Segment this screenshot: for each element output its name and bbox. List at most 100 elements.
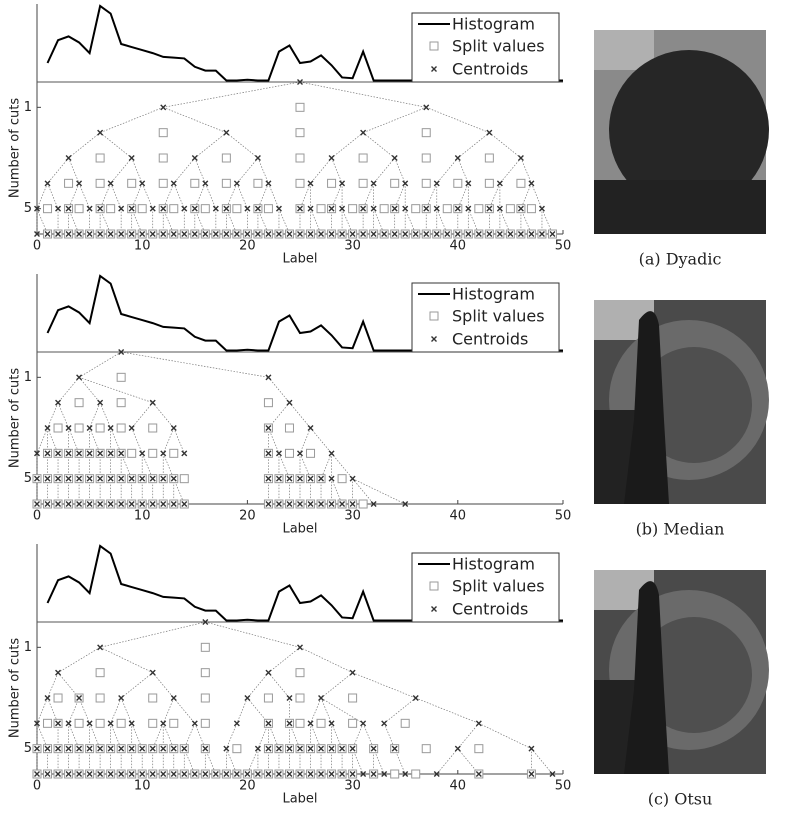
centroid (45, 181, 50, 186)
centroid (308, 426, 313, 431)
x-tick-label: 0 (33, 779, 41, 794)
split-value (359, 500, 367, 508)
split-value (96, 179, 104, 187)
split-value (485, 154, 493, 162)
split-value (475, 745, 483, 753)
centroid (171, 696, 176, 701)
split-value (296, 669, 304, 677)
split-value (170, 719, 178, 727)
centroid (276, 451, 281, 456)
split-value (65, 179, 73, 187)
y-tick-label: 1 (24, 640, 32, 655)
legend-label: Split values (452, 577, 545, 596)
split-value (349, 719, 357, 727)
centroid (298, 451, 303, 456)
centroid (98, 130, 103, 135)
centroid (276, 206, 281, 211)
centroid (308, 181, 313, 186)
centroid (150, 400, 155, 405)
centroid (340, 181, 345, 186)
centroid (340, 206, 345, 211)
split-value (159, 179, 167, 187)
figure: 0102030405015LabelNumber of cutsHistogra… (0, 0, 789, 815)
tree-edge (237, 698, 248, 723)
split-value (159, 154, 167, 162)
tree-edge (353, 673, 416, 698)
centroid (476, 721, 481, 726)
tree-edge (100, 622, 205, 647)
split-value (285, 424, 293, 432)
centroid (371, 206, 376, 211)
tree-edge (489, 133, 521, 158)
x-axis-label: Label (282, 252, 317, 267)
centroid (392, 156, 397, 161)
centroid (171, 426, 176, 431)
split-value (201, 643, 209, 651)
centroid (140, 181, 145, 186)
centroid (308, 206, 313, 211)
centroid (192, 156, 197, 161)
x-tick-label: 20 (239, 509, 256, 524)
split-value (285, 449, 293, 457)
split-value (527, 205, 535, 213)
centroid (161, 721, 166, 726)
split-value (159, 129, 167, 137)
centroid (329, 721, 334, 726)
centroid (539, 206, 544, 211)
centroid (140, 451, 145, 456)
centroid (108, 721, 113, 726)
x-axis-label: Label (282, 522, 317, 537)
tree-edge (121, 352, 268, 377)
tree-edge (479, 723, 532, 748)
caption: (b) Median (636, 520, 725, 539)
tree-edge (268, 647, 300, 672)
centroid (329, 451, 334, 456)
split-value (391, 770, 399, 778)
x-tick-label: 40 (450, 239, 467, 254)
centroid (77, 181, 82, 186)
centroid (87, 206, 92, 211)
centroid (487, 130, 492, 135)
split-value (422, 745, 430, 753)
tree-edge (121, 673, 153, 698)
centroid (350, 670, 355, 675)
centroid (213, 206, 218, 211)
x-tick-label: 50 (555, 779, 572, 794)
centroid (150, 670, 155, 675)
split-value (222, 179, 230, 187)
tree-edge (363, 107, 426, 132)
x-tick-label: 10 (134, 509, 151, 524)
tree-edge (100, 133, 132, 158)
centroid (382, 721, 387, 726)
split-value (317, 205, 325, 213)
centroid (150, 206, 155, 211)
centroid (361, 130, 366, 135)
centroid (66, 156, 71, 161)
split-value (317, 719, 325, 727)
split-value (296, 179, 304, 187)
split-value (138, 205, 146, 213)
tree-edge (195, 133, 227, 158)
centroid (329, 156, 334, 161)
split-value (75, 424, 83, 432)
image-region (594, 180, 766, 234)
tree-edge (363, 133, 395, 158)
x-tick-label: 0 (33, 239, 41, 254)
tree-edge (384, 698, 416, 723)
split-value (412, 770, 420, 778)
centroid (455, 746, 460, 751)
split-value (264, 399, 272, 407)
split-value (422, 129, 430, 137)
centroid (245, 696, 250, 701)
centroid (255, 746, 260, 751)
split-value (264, 205, 272, 213)
split-value (338, 475, 346, 483)
centroid (466, 181, 471, 186)
split-value (54, 694, 62, 702)
centroid (308, 721, 313, 726)
tree-edge (205, 622, 300, 647)
y-tick-label: 5 (24, 201, 32, 216)
split-value (96, 154, 104, 162)
split-value (222, 154, 230, 162)
centroid (371, 181, 376, 186)
